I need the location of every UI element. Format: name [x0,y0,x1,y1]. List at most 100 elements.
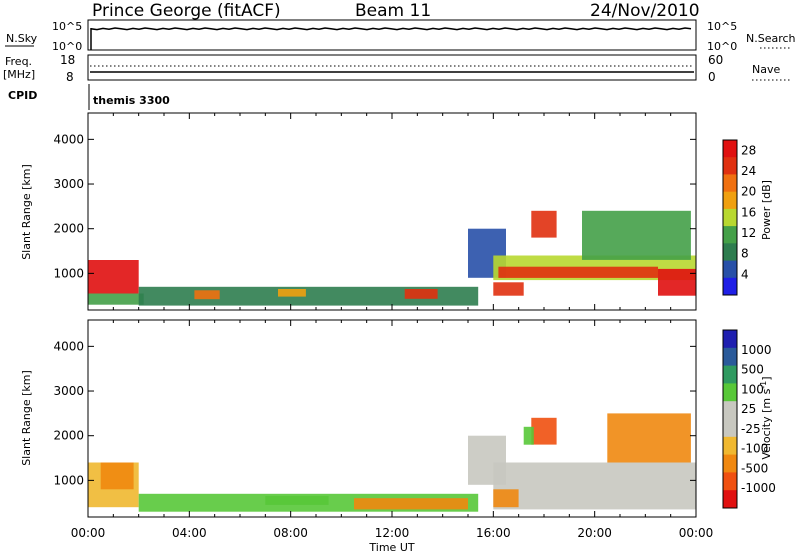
velocity-ytick-label-3: 4000 [53,339,84,353]
power-colorbar-seg-1 [723,157,737,175]
velocity-colorbar-label: Velocity [m s-1] [759,376,773,459]
power-x-ticks [87,113,697,310]
power-colorbar-frame [722,139,738,296]
beam-title: Beam 11 [355,1,431,21]
freq-frame [87,54,697,81]
freq-label: Freq. [5,55,32,68]
velocity-ytick-label-2: 3000 [53,384,84,398]
power-colorbar-tick-4: 20 [741,185,756,199]
time-axis-labels: 00:00 04:00 08:00 12:00 16:00 20:00 00:00 [71,526,714,540]
nsearch-label: N.Search [746,32,796,45]
power-colorbar-tick-5: 24 [741,164,756,178]
velocity-data-cells [88,413,696,512]
time-tick-label-3: 12:00 [375,526,410,540]
nsky-bottom-value: 10^0 [52,40,82,53]
power-panel: 1000 2000 3000 4000 Slant Range [km] 4 8 12 16… [20,112,773,311]
velocity-colorbar: 1000 500 100 25 -25 -100 -500 -1000 [722,329,776,509]
velocity-cell-8 [531,417,557,445]
velocity-colorbar-seg-2 [723,365,737,384]
velocity-colorbar-label-end: ] [760,376,773,380]
cpid-value: themis 3300 [93,94,170,107]
power-colorbar-label: Power [dB] [760,180,773,240]
velocity-colorbar-seg-0 [723,330,737,349]
velocity-cell-6 [493,462,696,510]
velocity-cell-10 [607,413,691,463]
power-cell-0 [88,260,139,294]
nsky-panel: N.Sky 10^5 10^0 10^5 10^0 N.Search [5,19,796,53]
velocity-colorbar-seg-3 [723,383,737,402]
nsky-trace [90,27,692,50]
time-tick-label-0: 00:00 [71,526,106,540]
power-colorbar-seg-0 [723,140,737,158]
velocity-cell-1 [100,462,134,490]
power-colorbar-tick-1: 8 [741,247,749,261]
power-colorbar-seg-5 [723,226,737,244]
power-colorbar-seg-7 [723,260,737,279]
nave-bottom-value: 0 [708,70,716,84]
nsky-label: N.Sky [6,32,38,45]
time-tick-label-5: 20:00 [577,526,612,540]
velocity-colorbar-seg-1 [723,347,737,367]
power-ytick-label-0: 1000 [53,266,84,280]
velocity-ytick-label-0: 1000 [53,473,84,487]
nsky-frame [87,19,697,51]
velocity-colorbar-frame [722,329,738,509]
date-title: 24/Nov/2010 [590,1,700,21]
velocity-colorbar-tick-3: 25 [741,402,756,416]
velocity-colorbar-seg-7 [723,454,737,473]
power-colorbar-tick-2: 12 [741,226,756,240]
velocity-cell-3 [265,496,329,505]
cpid-label: CPID [8,89,37,102]
power-y-ticks: 1000 2000 3000 4000 [53,132,696,280]
power-cell-2 [138,286,479,306]
power-cell-8 [498,266,658,278]
velocity-y-ticks: 1000 2000 3000 4000 [53,339,696,487]
freq-panel: Freq. [MHz] 18 8 60 0 Nave [3,53,790,84]
velocity-colorbar-label-text: Velocity [m s [760,388,773,459]
station-title: Prince George (fitACF) [92,1,281,21]
power-colorbar-seg-3 [723,191,737,210]
velocity-ytick-label-1: 2000 [53,429,84,443]
power-cell-9 [531,210,557,238]
freq-top-value: 18 [60,53,75,67]
velocity-colorbar-label-sup: -1 [759,381,768,389]
velocity-ylabel: Slant Range [km] [20,370,33,466]
nave-top-value: 60 [708,53,723,67]
power-cell-11 [658,268,696,296]
velocity-colorbar-seg-5 [723,419,737,438]
nsearch-bottom-value: 10^0 [707,40,737,53]
velocity-cell-7 [493,489,519,508]
power-cell-3 [194,290,220,300]
power-ytick-label-3: 4000 [53,132,84,146]
power-colorbar: 4 8 12 16 20 24 28 [722,139,756,296]
velocity-panel: 1000 2000 3000 4000 Slant Range [km] 1000 50… [20,319,776,518]
velocity-colorbar-tick-6: -500 [741,461,768,475]
velocity-colorbar-seg-6 [723,436,737,456]
time-tick-label-2: 08:00 [273,526,308,540]
nsky-top-value: 10^5 [52,20,82,33]
velocity-cell-4 [354,498,468,510]
power-cell-12 [493,282,524,296]
power-cell-10 [582,210,691,260]
power-data-cells [88,210,696,306]
freq-bottom-value: 8 [66,70,74,84]
velocity-colorbar-tick-5: -100 [741,442,768,456]
velocity-colorbar-tick-2: 100 [741,382,764,396]
nave-label: Nave [752,63,780,76]
velocity-cell-9 [523,426,534,445]
power-ylabel: Slant Range [km] [20,164,33,260]
power-colorbar-seg-8 [723,277,737,296]
freq-unit: [MHz] [3,68,35,81]
time-tick-label-4: 16:00 [476,526,511,540]
power-cell-5 [404,289,438,299]
velocity-colorbar-tick-4: -25 [741,422,761,436]
power-colorbar-tick-0: 4 [741,267,749,281]
velocity-x-ticks [87,320,697,517]
power-colorbar-seg-2 [723,174,737,193]
power-ytick-label-2: 3000 [53,177,84,191]
velocity-colorbar-tick-1: 500 [741,363,764,377]
power-colorbar-tick-6: 28 [741,143,756,157]
power-colorbar-seg-6 [723,243,737,261]
power-colorbar-seg-4 [723,208,737,227]
